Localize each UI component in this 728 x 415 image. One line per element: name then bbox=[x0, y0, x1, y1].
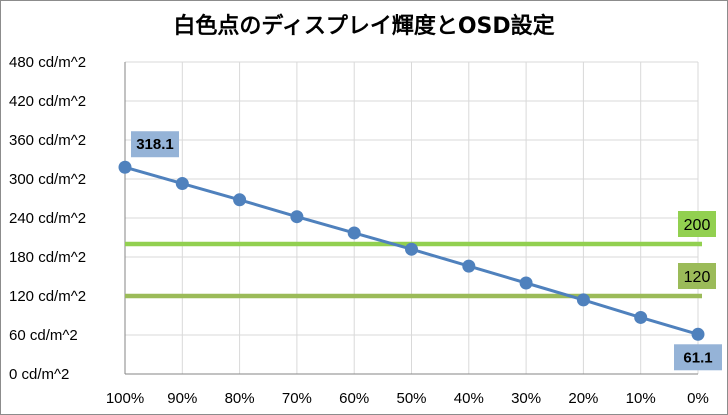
data-point bbox=[634, 310, 648, 324]
data-label-box bbox=[674, 344, 722, 371]
y-tick-label: 480 cd/m^2 bbox=[9, 54, 86, 71]
x-tick-label: 40% bbox=[454, 390, 484, 407]
x-tick-label: 10% bbox=[626, 390, 656, 407]
y-tick-label: 300 cd/m^2 bbox=[9, 171, 86, 188]
y-tick-label: 180 cd/m^2 bbox=[9, 249, 86, 266]
x-tick-label: 100% bbox=[106, 390, 144, 407]
data-point bbox=[233, 193, 247, 207]
x-tick-label: 80% bbox=[225, 390, 255, 407]
grid bbox=[124, 61, 699, 375]
data-point bbox=[576, 293, 590, 307]
y-tick-label: 0 cd/m^2 bbox=[9, 366, 69, 383]
data-point bbox=[691, 327, 705, 341]
y-tick-label: 420 cd/m^2 bbox=[9, 93, 86, 110]
data-point bbox=[462, 259, 476, 273]
reference-label-box-200 bbox=[678, 211, 716, 237]
data-label: 318.1 bbox=[136, 136, 174, 153]
data-point bbox=[405, 242, 418, 256]
y-tick-label: 60 cd/m^2 bbox=[9, 327, 78, 344]
data-labels: 318.1 61.1 bbox=[131, 131, 722, 371]
data-point bbox=[290, 210, 304, 224]
x-tick-label: 90% bbox=[167, 390, 197, 407]
y-tick-label: 360 cd/m^2 bbox=[9, 132, 86, 149]
x-tick-label: 70% bbox=[282, 390, 312, 407]
x-tick-label: 0% bbox=[687, 390, 709, 407]
data-label-box bbox=[131, 131, 179, 158]
chart-title: 白色点のディスプレイ輝度とOSD設定 bbox=[173, 13, 554, 39]
data-point bbox=[175, 177, 189, 191]
data-point bbox=[118, 160, 132, 174]
x-tick-label: 50% bbox=[396, 390, 426, 407]
x-tick-label: 30% bbox=[511, 390, 541, 407]
data-point bbox=[519, 276, 533, 290]
reference-label-200: 200 bbox=[684, 217, 711, 234]
series bbox=[118, 160, 705, 341]
reference-label-box-120 bbox=[678, 263, 716, 289]
x-tick-label: 60% bbox=[339, 390, 369, 407]
data-label: 61.1 bbox=[683, 349, 712, 366]
reference-label-120: 120 bbox=[684, 269, 711, 286]
data-point bbox=[347, 226, 361, 240]
y-tick-label: 240 cd/m^2 bbox=[9, 210, 86, 227]
axes: 0 cd/m^2 60 cd/m^2 120 cd/m^2 180 cd/m^2 240… bbox=[9, 54, 709, 407]
y-tick-label: 120 cd/m^2 bbox=[9, 288, 86, 305]
reference-lines: 200 120 bbox=[125, 211, 716, 299]
x-tick-label: 20% bbox=[568, 390, 598, 407]
